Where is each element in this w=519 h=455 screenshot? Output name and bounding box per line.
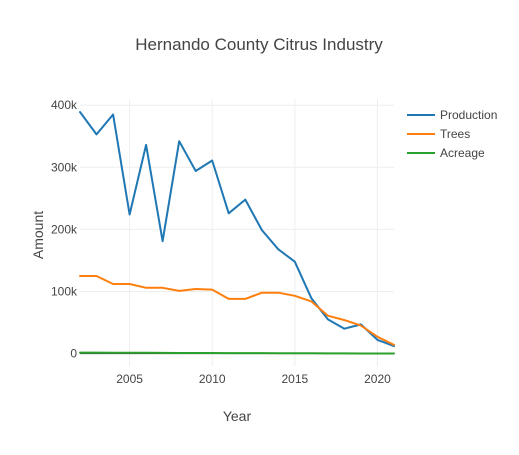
grid bbox=[80, 99, 394, 366]
y-tick-label: 300k bbox=[51, 160, 78, 174]
x-axis-label: Year bbox=[223, 408, 252, 424]
y-tick-label: 100k bbox=[51, 284, 78, 298]
series-line-trees[interactable] bbox=[79, 275, 395, 346]
legend-item-acreage[interactable]: Acreage bbox=[407, 146, 485, 160]
x-tick-label: 2005 bbox=[116, 372, 143, 386]
legend[interactable]: Production Trees Acreage bbox=[407, 108, 497, 160]
series-lines bbox=[79, 111, 395, 355]
x-tick-label: 2020 bbox=[364, 372, 391, 386]
legend-item-production[interactable]: Production bbox=[407, 108, 497, 122]
y-tick-label: 0 bbox=[70, 347, 77, 361]
series-line-production[interactable] bbox=[79, 111, 395, 348]
y-tick-label: 200k bbox=[51, 222, 78, 236]
legend-label: Trees bbox=[440, 127, 470, 141]
legend-label: Production bbox=[440, 108, 497, 122]
y-tick-label: 400k bbox=[51, 98, 78, 112]
chart-title: Hernando County Citrus Industry bbox=[135, 35, 383, 54]
legend-label: Acreage bbox=[440, 146, 485, 160]
y-axis-label: Amount bbox=[30, 211, 46, 259]
x-tick-label: 2015 bbox=[281, 372, 308, 386]
x-tick-label: 2010 bbox=[199, 372, 226, 386]
series-line-acreage[interactable] bbox=[79, 351, 395, 355]
axes: 2005 2010 2015 2020 0 100k 200k 300k 400k bbox=[51, 98, 391, 386]
legend-item-trees[interactable]: Trees bbox=[407, 127, 470, 141]
